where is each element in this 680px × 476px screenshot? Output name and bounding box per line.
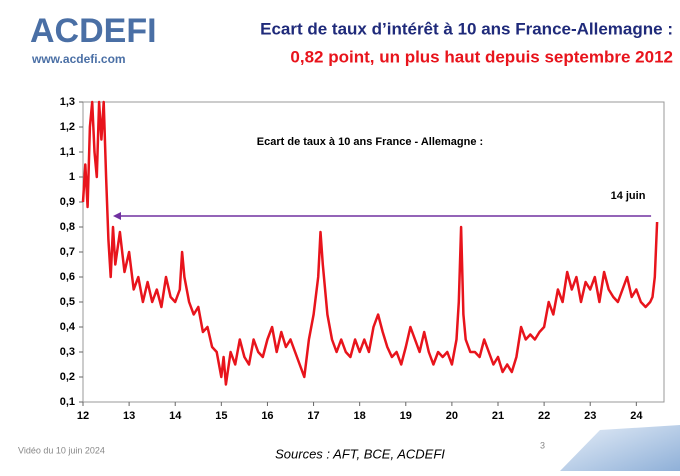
x-tick-label: 14 bbox=[169, 410, 182, 422]
y-tick-label: 0,1 bbox=[60, 396, 75, 408]
chart-title: Ecart de taux à 10 ans France - Allemagn… bbox=[257, 136, 483, 148]
y-tick-label: 1,2 bbox=[60, 121, 75, 133]
x-tick-label: 12 bbox=[77, 410, 89, 422]
title: Ecart de taux d’intérêt à 10 ans France-… bbox=[260, 19, 673, 38]
arrow-head bbox=[113, 212, 121, 220]
annotation: 14 juin bbox=[611, 190, 646, 202]
sources: Sources : AFT, BCE, ACDEFI bbox=[275, 446, 445, 461]
x-tick-label: 15 bbox=[215, 410, 227, 422]
series-line bbox=[81, 100, 659, 386]
y-tick-label: 0,5 bbox=[60, 296, 75, 308]
y-tick-label: 1 bbox=[69, 171, 75, 183]
page-number: 3 bbox=[540, 440, 545, 450]
x-tick-label: 13 bbox=[123, 410, 135, 422]
x-tick-label: 16 bbox=[261, 410, 273, 422]
y-tick-label: 1,1 bbox=[60, 146, 75, 158]
y-tick-label: 0,8 bbox=[60, 221, 75, 233]
y-tick-label: 0,7 bbox=[60, 246, 75, 258]
x-tick-label: 23 bbox=[584, 410, 596, 422]
x-tick-label: 18 bbox=[354, 410, 366, 422]
y-tick-label: 0,2 bbox=[60, 371, 75, 383]
y-tick-label: 0,4 bbox=[60, 321, 76, 333]
x-tick-label: 24 bbox=[630, 410, 643, 422]
logo: ACDEFI bbox=[30, 12, 157, 50]
x-tick-label: 21 bbox=[492, 410, 504, 422]
y-tick-label: 1,3 bbox=[60, 96, 75, 108]
x-tick-label: 19 bbox=[400, 410, 412, 422]
plot-area bbox=[82, 101, 665, 403]
x-tick-label: 20 bbox=[446, 410, 458, 422]
y-tick-label: 0,6 bbox=[60, 271, 75, 283]
globe-decoration bbox=[560, 425, 680, 471]
subtitle: 0,82 point, un plus haut depuis septembr… bbox=[290, 47, 673, 66]
footer-date: Vidéo du 10 juin 2024 bbox=[18, 445, 105, 455]
logo-url: www.acdefi.com bbox=[31, 52, 126, 66]
x-tick-label: 17 bbox=[307, 410, 319, 422]
x-tick-label: 22 bbox=[538, 410, 550, 422]
y-tick-label: 0,9 bbox=[60, 196, 75, 208]
y-tick-label: 0,3 bbox=[60, 346, 75, 358]
